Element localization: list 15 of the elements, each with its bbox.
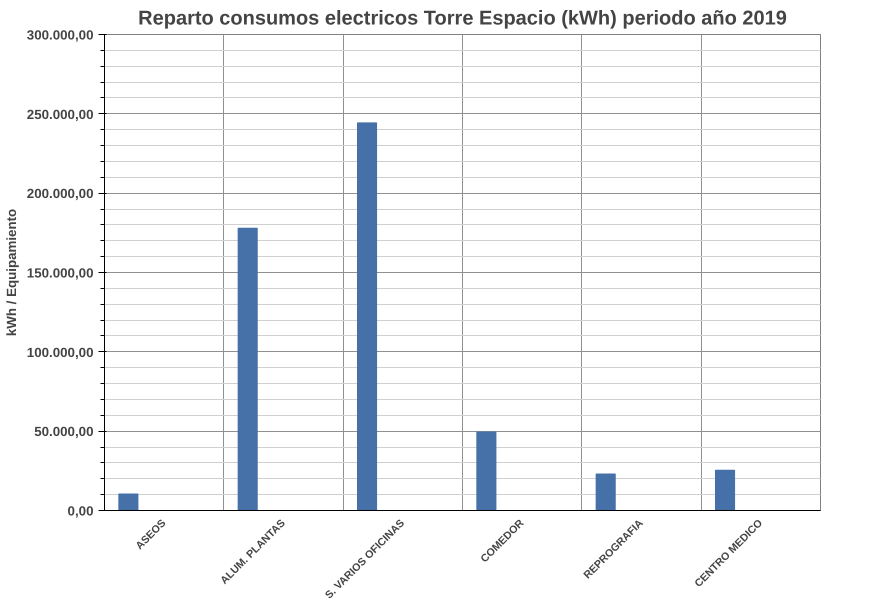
y-axis-title: kWh / Equipamiento [4, 208, 19, 336]
bar [118, 494, 138, 510]
bar [714, 470, 736, 510]
y-tick-label: 50.000,00 [34, 424, 94, 440]
bar [356, 122, 378, 510]
bar [476, 431, 496, 510]
chart-title: Reparto consumos electricos Torre Espacio (kWh) periodo año 2019 [138, 8, 787, 30]
bar [238, 228, 258, 510]
bar [596, 474, 616, 510]
y-tick-label: 100.000,00 [26, 344, 94, 360]
y-tick-label: 300.000,00 [26, 28, 94, 42]
y-tick-label: 250.000,00 [26, 106, 94, 122]
y-tick-label: 150.000,00 [26, 266, 94, 280]
y-tick-label: 200.000,00 [26, 186, 94, 202]
y-tick-label: 0,00 [68, 504, 94, 518]
